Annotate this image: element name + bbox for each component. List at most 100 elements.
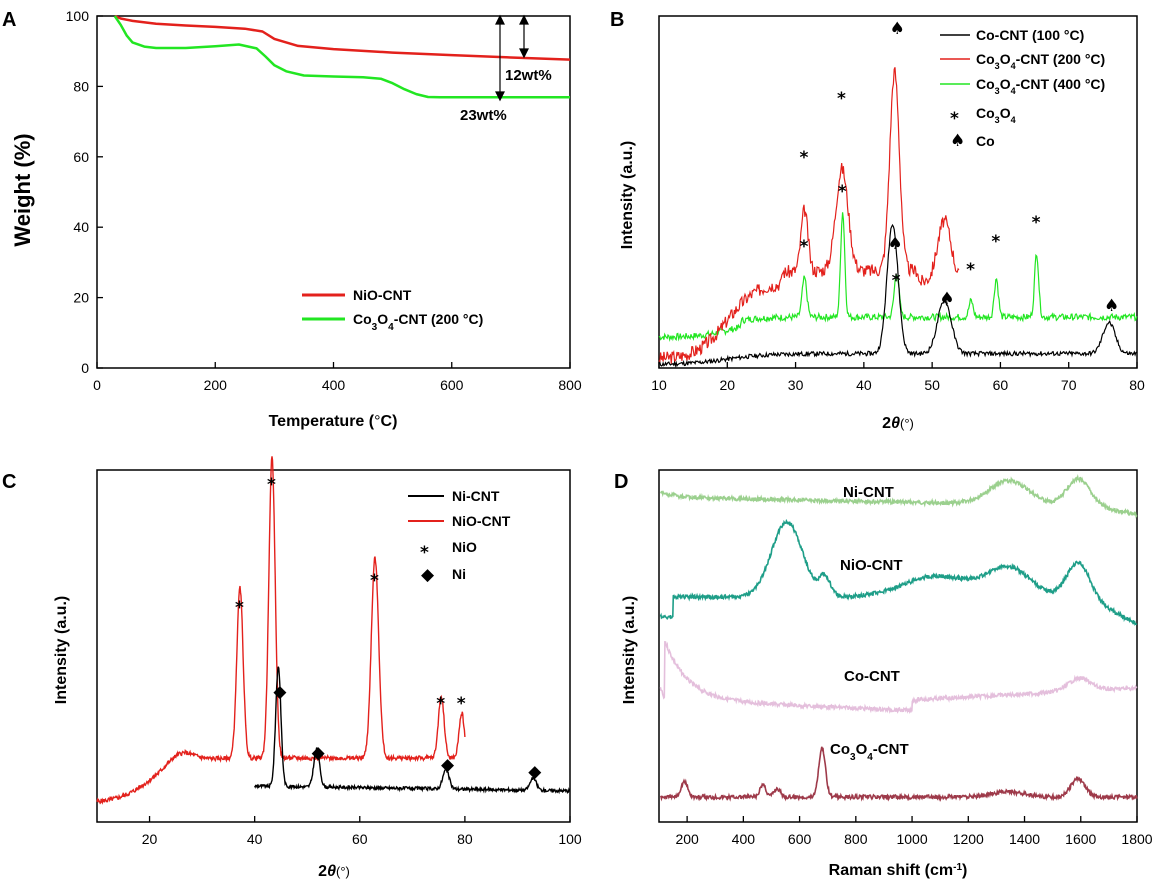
series-line-ni-cnt [659, 473, 1138, 519]
legend-marker-star-c: * [420, 543, 429, 563]
series-line-nio-cnt [96, 456, 466, 805]
x-axis-title-a-pre: Temperature ( [269, 413, 375, 430]
a-xtick-label: 800 [558, 377, 582, 393]
series-line-co-cnt [659, 640, 1138, 715]
legend-label-co3o4-cnt-200-b: Co3O4-CNT (200 °C) [976, 51, 1105, 71]
peak-marker-co-200: ♠ [890, 19, 905, 39]
legend-label-nio-cnt-c: NiO-CNT [452, 513, 511, 529]
d-xtick-label: 1600 [1065, 831, 1096, 847]
lb2-sub2: 4 [1011, 61, 1016, 71]
peak-marker-ni: ◆ [312, 743, 326, 763]
lb2-base: Co [976, 51, 995, 67]
legend-o: O [377, 311, 388, 327]
lb4-sub1: 3 [995, 115, 1000, 125]
lb3-sub2: 4 [1011, 86, 1016, 96]
x-axis-title-c-theta: θ [327, 863, 336, 880]
lb3-mid: O [1000, 76, 1011, 92]
peak-marker-co3o4-200: * [837, 89, 846, 109]
panel-label-d: D [614, 471, 628, 493]
x-axis-title-b: 2θ(°) [882, 415, 914, 432]
a-ytick-label: 60 [73, 149, 89, 165]
x-axis-title-c: 2θ(°) [318, 863, 350, 880]
d-xtick-label: 600 [788, 831, 812, 847]
x-axis-title-d-post: ) [962, 862, 967, 879]
a-ytick-label: 80 [73, 78, 89, 94]
legend-label-ni: Ni [452, 566, 466, 582]
rl4-sub2: 4 [867, 752, 873, 763]
x-axis-title-b-unit: (°) [900, 416, 914, 431]
legend-label-nio: NiO [452, 539, 477, 555]
rl4-rest: -CNT [873, 741, 909, 758]
d-xtick-label: 1400 [1009, 831, 1040, 847]
axis-ticks-c: 20 40 60 80 100 [142, 816, 582, 847]
legend-marker-star-b: * [950, 109, 959, 129]
legend-a: NiO-CNT Co3O4-CNT (200 °C) [302, 287, 483, 333]
x-axis-title-a-degree: ° [374, 413, 380, 430]
peak-marker-ni: ◆ [441, 755, 455, 775]
y-axis-title-d: Intensity (a.u.) [621, 596, 638, 704]
lb4-base: Co [976, 105, 995, 121]
legend-sub-3: 3 [372, 322, 378, 333]
c-xtick-label: 60 [352, 831, 368, 847]
y-axis-title-c: Intensity (a.u.) [53, 596, 70, 704]
c-xtick-label: 20 [142, 831, 158, 847]
arrow-23wt-head-bottom [495, 91, 505, 102]
legend-sub-4: 4 [388, 322, 394, 333]
b-xtick-label: 10 [651, 377, 667, 393]
arrow-12wt-head-bottom [519, 48, 529, 59]
peak-marker-co3o4-400: * [838, 182, 847, 202]
series-line-co3o4-cnt [659, 746, 1138, 802]
c-xtick-label: 100 [558, 831, 582, 847]
raman-label-nio-cnt: NiO-CNT [840, 557, 903, 574]
lb2-rest: -CNT (200 °C) [1016, 51, 1106, 67]
b-xtick-label: 30 [788, 377, 804, 393]
peak-markers-b: **♠******♠♠ ♠ [799, 19, 1119, 316]
legend-marker-spade-b: ♠ [950, 131, 965, 151]
a-xtick-label: 400 [322, 377, 346, 393]
x-axis-title-c-unit: (°) [336, 864, 350, 879]
a-ytick-label: 20 [73, 290, 89, 306]
c-xtick-label: 80 [457, 831, 473, 847]
plot-frame-b [658, 15, 1138, 369]
series-line-nio-cnt [659, 518, 1138, 626]
axis-ticks-a: 0 200 400 600 800 0 20 40 60 80 100 [66, 8, 582, 393]
b-xtick-label: 40 [856, 377, 872, 393]
legend-label-co-cnt-100: Co-CNT (100 °C) [976, 27, 1084, 43]
peak-marker-co-100: ♠ [888, 234, 903, 254]
lb2-sub1: 3 [995, 61, 1000, 71]
b-xtick-label: 60 [993, 377, 1009, 393]
b-xtick-label: 70 [1061, 377, 1077, 393]
lb4-mid: O [1000, 105, 1011, 121]
a-ytick-label: 0 [81, 360, 89, 376]
series-group-b [658, 67, 1138, 368]
peak-marker-co3o4-400: * [991, 232, 1000, 252]
axis-ticks-b: 10 20 30 40 50 60 70 80 [651, 362, 1145, 393]
peak-marker-co3o4-400: * [1032, 213, 1041, 233]
series-line-co3o4-cnt-200-c- [113, 15, 570, 99]
panel-d: D 200 400 600 800 1000 1200 1400 1600 1800 Ni-CN… [614, 469, 1153, 879]
b-xtick-label: 20 [719, 377, 735, 393]
rl4-base: Co [830, 741, 850, 758]
peak-marker-co-100: ♠ [1104, 296, 1119, 316]
peak-marker-nio: * [235, 598, 244, 618]
legend-label-co3o4-cnt-200: Co3O4-CNT (200 °C) [353, 311, 483, 333]
x-axis-title-d-main: Raman shift (cm [829, 862, 953, 879]
x-axis-title-a: Temperature (°C) [269, 413, 398, 430]
panel-b: B 10 20 30 40 50 60 70 80 **♠******♠♠ ♠ Co-CNT (… [610, 9, 1145, 432]
legend-label-co3o4-cnt-400: Co3O4-CNT (400 °C) [976, 76, 1105, 96]
d-xtick-label: 1800 [1121, 831, 1152, 847]
plot-frame-d [658, 469, 1138, 823]
legend-marker-diamond-c: ◆ [421, 565, 435, 585]
a-ytick-label: 100 [66, 8, 90, 24]
series-line-co-cnt-100-c- [658, 223, 1137, 368]
x-axis-title-a-post: C) [381, 413, 398, 430]
panel-c: C 20 40 60 80 100 **** *◆◆◆ ◆ Ni-CNT NiO-CNT *… [2, 456, 582, 880]
legend-label-co3o4: Co3O4 [976, 105, 1016, 125]
plot-frame-a [96, 15, 571, 369]
lb2-mid: O [1000, 51, 1011, 67]
y-axis-title-b: Intensity (a.u.) [619, 141, 636, 249]
a-xtick-label: 200 [204, 377, 228, 393]
a-ytick-label: 40 [73, 219, 89, 235]
plot-frame-c [96, 469, 571, 823]
